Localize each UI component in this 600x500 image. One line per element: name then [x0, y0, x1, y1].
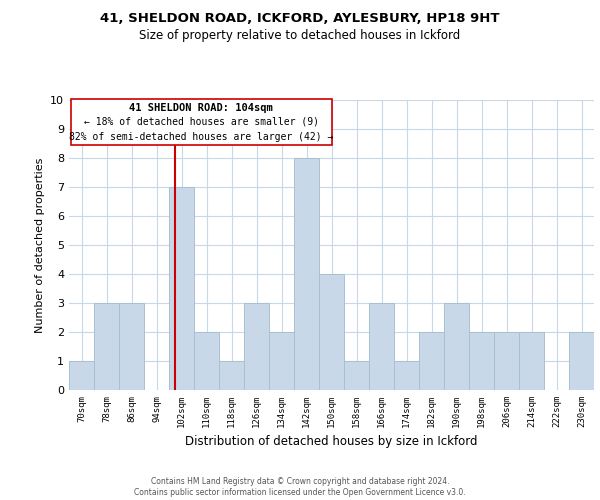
Bar [194, 332, 218, 390]
Text: Contains HM Land Registry data © Crown copyright and database right 2024.: Contains HM Land Registry data © Crown c… [151, 477, 449, 486]
Text: 82% of semi-detached houses are larger (42) →: 82% of semi-detached houses are larger (… [69, 132, 333, 142]
Bar [94, 303, 119, 390]
Bar [394, 361, 419, 390]
Bar [494, 332, 518, 390]
Bar [169, 187, 194, 390]
Text: 41 SHELDON ROAD: 104sqm: 41 SHELDON ROAD: 104sqm [129, 103, 273, 113]
Bar [295, 158, 319, 390]
Bar [520, 332, 544, 390]
Bar [269, 332, 293, 390]
Y-axis label: Number of detached properties: Number of detached properties [35, 158, 44, 332]
Bar [445, 303, 469, 390]
Text: 41, SHELDON ROAD, ICKFORD, AYLESBURY, HP18 9HT: 41, SHELDON ROAD, ICKFORD, AYLESBURY, HP… [100, 12, 500, 26]
Bar [119, 303, 143, 390]
Bar [469, 332, 494, 390]
Bar [419, 332, 443, 390]
Bar [319, 274, 344, 390]
Bar [370, 303, 394, 390]
Bar [569, 332, 593, 390]
Bar [220, 361, 244, 390]
X-axis label: Distribution of detached houses by size in Ickford: Distribution of detached houses by size … [185, 436, 478, 448]
Text: Size of property relative to detached houses in Ickford: Size of property relative to detached ho… [139, 29, 461, 42]
Text: Contains public sector information licensed under the Open Government Licence v3: Contains public sector information licen… [134, 488, 466, 497]
Bar [244, 303, 269, 390]
Bar [70, 361, 94, 390]
Text: ← 18% of detached houses are smaller (9): ← 18% of detached houses are smaller (9) [83, 116, 319, 126]
FancyBboxPatch shape [71, 100, 331, 145]
Bar [344, 361, 368, 390]
